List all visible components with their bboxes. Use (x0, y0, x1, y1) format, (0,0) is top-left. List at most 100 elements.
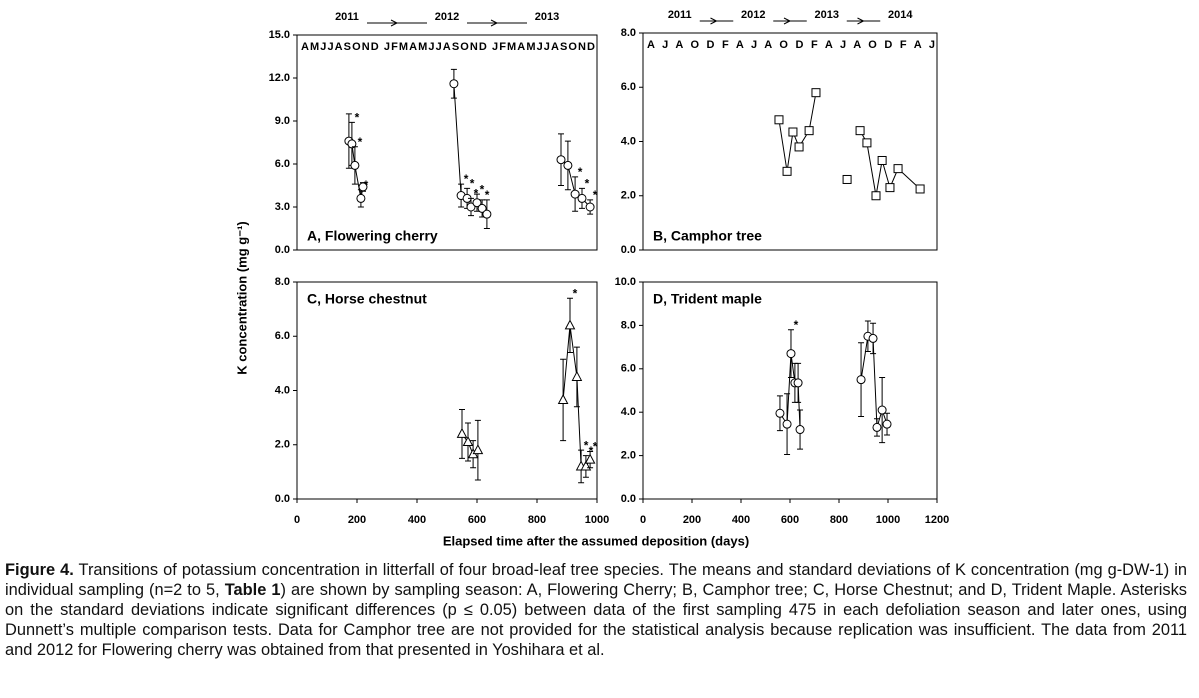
x-tick-label: 0 (294, 514, 300, 526)
y-tick-label: 0.0 (275, 493, 290, 505)
plot-frame (296, 34, 598, 251)
y-tick-label: 4.0 (621, 135, 636, 147)
x-tick-label: 200 (348, 514, 366, 526)
y-tick-label: 9.0 (275, 115, 290, 127)
x-tick-label: 400 (732, 514, 750, 526)
y-tick-label: 6.0 (621, 81, 636, 93)
marker (885, 183, 895, 193)
marker (868, 333, 878, 343)
month-labels: A J A O D F A J A O D F A J A O D F A J (647, 39, 935, 51)
marker (872, 422, 882, 432)
marker (877, 405, 887, 415)
caption: Figure 4. Transitions of potassium conce… (5, 560, 1187, 660)
y-tick-label: 6.0 (275, 158, 290, 170)
significance-asterisk: * (480, 182, 485, 196)
significance-asterisk: * (470, 177, 475, 191)
y-tick-label: 2.0 (621, 190, 636, 202)
plot-frame (296, 281, 598, 500)
marker (793, 378, 803, 388)
y-tick-label: 0.0 (621, 244, 636, 256)
marker (571, 370, 583, 381)
y-tick-label: 0.0 (621, 493, 636, 505)
arrow-head (783, 17, 792, 25)
y-axis-label: K concentration (mg g⁻¹) (234, 221, 249, 374)
x-tick-label: 600 (781, 514, 799, 526)
marker (347, 139, 357, 149)
significance-asterisk: * (358, 135, 363, 149)
marker (563, 160, 573, 170)
x-tick-label: 0 (640, 514, 646, 526)
table-reference: Table 1 (224, 581, 281, 599)
marker (557, 393, 569, 404)
y-tick-label: 4.0 (621, 406, 636, 418)
x-tick-label: 400 (408, 514, 426, 526)
caption-label: Figure 4. (5, 561, 74, 579)
marker (782, 166, 792, 176)
marker (795, 425, 805, 435)
significance-asterisk: * (589, 444, 594, 458)
marker (804, 126, 814, 136)
year-label: 2011 (335, 11, 359, 23)
x-tick-label: 1000 (876, 514, 900, 526)
marker (462, 435, 474, 447)
marker (811, 88, 821, 98)
marker (774, 115, 784, 125)
x-tick-label: 800 (528, 514, 546, 526)
arrow-head (490, 19, 499, 27)
y-tick-label: 6.0 (621, 363, 636, 375)
marker (570, 189, 580, 199)
marker (794, 142, 804, 152)
y-tick-label: 8.0 (621, 27, 636, 39)
marker (856, 375, 866, 385)
significance-asterisk: * (485, 188, 490, 202)
significance-asterisk: * (573, 286, 578, 300)
year-label: 2011 (668, 9, 692, 21)
marker (356, 193, 366, 203)
significance-asterisk: * (355, 111, 360, 125)
y-tick-label: 8.0 (275, 276, 290, 288)
significance-asterisk: * (794, 318, 799, 332)
year-label: 2014 (888, 9, 913, 21)
x-tick-label: 800 (830, 514, 848, 526)
y-tick-label: 2.0 (621, 450, 636, 462)
y-tick-label: 8.0 (621, 319, 636, 331)
caption-text: Transitions of potassium concentration i… (5, 561, 1188, 599)
marker (882, 419, 892, 429)
x-tick-label: 1000 (585, 514, 609, 526)
marker (786, 349, 796, 359)
y-tick-label: 12.0 (269, 72, 290, 84)
marker (842, 174, 852, 184)
marker (855, 126, 865, 136)
marker (449, 79, 459, 89)
significance-asterisk: * (585, 177, 590, 191)
year-label: 2012 (435, 11, 459, 23)
marker (877, 155, 887, 165)
year-label: 2012 (741, 9, 765, 21)
marker (472, 198, 482, 208)
figure: K concentration (mg g⁻¹) Elapsed time af… (234, 9, 949, 549)
marker (788, 127, 798, 137)
significance-asterisk: * (474, 187, 479, 201)
significance-asterisk: * (578, 165, 583, 179)
series-line (779, 353, 801, 430)
significance-asterisk: * (584, 438, 589, 452)
marker (871, 191, 881, 201)
panel-label: B, Camphor tree (653, 228, 762, 244)
plot-frame (642, 32, 938, 251)
marker (358, 182, 368, 192)
marker (477, 203, 487, 213)
panel-label: D, Trident maple (653, 291, 762, 307)
y-tick-label: 4.0 (275, 384, 290, 396)
significance-asterisk: * (464, 172, 469, 186)
marker (782, 419, 792, 429)
panel-label: A, Flowering cherry (307, 228, 438, 244)
y-tick-label: 0.0 (275, 244, 290, 256)
y-tick-label: 10.0 (615, 276, 636, 288)
panel-label: C, Horse chestnut (307, 291, 427, 307)
marker (775, 408, 785, 418)
marker (585, 202, 595, 212)
arrow-head (857, 17, 865, 25)
marker (466, 202, 476, 212)
marker (915, 184, 925, 194)
